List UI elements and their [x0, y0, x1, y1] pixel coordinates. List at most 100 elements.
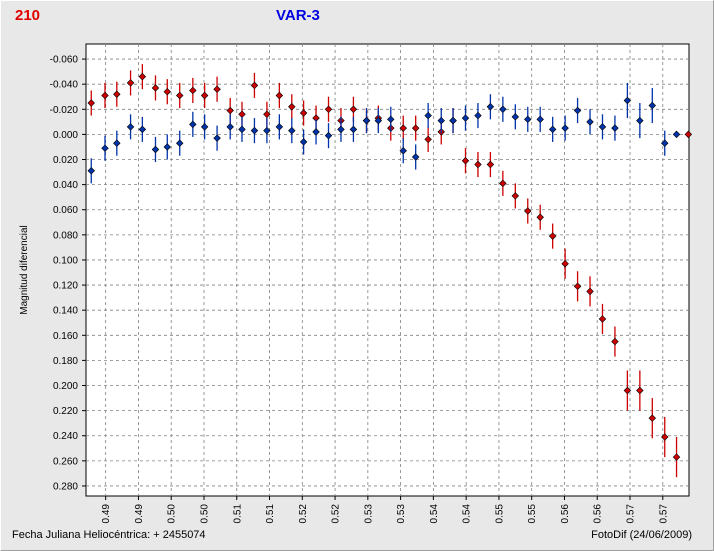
data-point [275, 123, 284, 131]
y-tick-label: 0.080 [53, 230, 78, 241]
data-point [672, 453, 681, 461]
data-point [238, 125, 246, 134]
data-point [474, 111, 482, 120]
x-tick-label: 0.55 [494, 504, 505, 524]
x-axis: 0.49 0.49 0.50 0.50 0.51 0.51 0.52 0.52 0.53 0.53… [101, 496, 669, 523]
data-point [561, 259, 569, 268]
data-point [524, 115, 532, 124]
x-tick-label: 0.53 [363, 504, 374, 524]
y-tick-label: 0.260 [53, 456, 78, 467]
data-point [312, 128, 320, 136]
data-point [461, 114, 470, 122]
data-point [126, 123, 135, 131]
data-point [611, 337, 619, 346]
x-tick-label: 0.54 [429, 504, 440, 524]
data-point [524, 207, 532, 215]
data-point [611, 124, 619, 132]
data-point [213, 85, 221, 93]
y-tick-label: 0.120 [53, 281, 78, 292]
data-point [586, 118, 594, 126]
data-point [324, 131, 333, 140]
data-point [548, 125, 557, 134]
data-point [661, 139, 669, 147]
data-point [87, 99, 95, 107]
x-tick-label: 0.52 [298, 504, 309, 524]
data-point [511, 113, 520, 121]
data-point [263, 110, 271, 119]
x-tick-label: 0.49 [101, 504, 112, 524]
data-point [176, 91, 184, 100]
data-point [163, 87, 171, 96]
y-tick-label: -0.060 [50, 55, 79, 66]
x-tick-label: 0.50 [199, 504, 210, 524]
data-point [250, 81, 259, 90]
data-point [113, 139, 121, 147]
x-tick-label: 0.52 [331, 504, 342, 524]
data-point [561, 124, 569, 132]
data-point [437, 116, 445, 125]
data-point [499, 179, 507, 188]
data-point [623, 386, 632, 395]
data-point [138, 125, 147, 134]
y-tick-label: 0.200 [53, 381, 78, 392]
data-point [226, 123, 234, 131]
data-point [536, 115, 544, 124]
data-point [461, 157, 470, 165]
data-point [349, 105, 358, 114]
y-tick-label: -0.020 [50, 105, 79, 116]
x-tick-label: 0.55 [527, 504, 538, 524]
y-tick-label: 0.100 [53, 255, 78, 266]
x-tick-label: 0.49 [134, 504, 145, 524]
grid-lines [86, 44, 689, 496]
footer-credit: FotoDif (24/06/2009) [591, 529, 692, 541]
y-tick-label: 0.040 [53, 180, 78, 191]
x-tick-label: 0.57 [626, 504, 637, 524]
data-point [151, 84, 160, 92]
x-tick-label: 0.56 [560, 504, 571, 524]
data-point [163, 143, 171, 151]
data-point [586, 287, 594, 296]
data-point [672, 130, 681, 139]
y-tick-label: 0.000 [53, 130, 78, 141]
data-point [636, 116, 644, 125]
data-point [424, 135, 432, 144]
data-point [598, 315, 607, 323]
x-tick-label: 0.51 [265, 504, 276, 524]
y-tick-label: 0.060 [53, 205, 78, 216]
data-point [349, 125, 358, 134]
data-point [101, 91, 109, 100]
data-point [200, 123, 209, 131]
y-tick-label: -0.040 [50, 80, 79, 91]
data-point [226, 106, 234, 115]
x-tick-label: 0.50 [167, 504, 178, 524]
data-point [151, 145, 160, 154]
y-axis-label: Magnitud diferencial [19, 225, 30, 315]
data-point [598, 123, 607, 131]
data-point [299, 138, 308, 146]
data-point [623, 96, 632, 105]
data-point [337, 125, 345, 134]
data-point [138, 72, 147, 81]
chart-title: VAR-3 [276, 7, 320, 24]
data-point [486, 103, 495, 111]
data-point [684, 130, 693, 139]
data-point [486, 160, 495, 169]
data-point [126, 79, 135, 87]
data-point [200, 91, 209, 100]
data-point [250, 126, 259, 135]
x-tick-label: 0.56 [593, 504, 604, 524]
y-tick-label: 0.220 [53, 406, 78, 417]
data-point [411, 153, 420, 161]
data-point [648, 101, 657, 110]
y-tick-label: 0.180 [53, 356, 78, 367]
data-point [474, 160, 482, 169]
data-point [411, 124, 420, 132]
data-point [511, 192, 520, 200]
data-point [189, 86, 197, 95]
data-point [213, 134, 221, 142]
data-point [499, 105, 507, 114]
data-point [449, 116, 457, 125]
y-axis: -0.060 -0.040 -0.020 0.000 0.020 0.040 0.060 0.… [50, 55, 86, 492]
data-point [189, 120, 197, 129]
